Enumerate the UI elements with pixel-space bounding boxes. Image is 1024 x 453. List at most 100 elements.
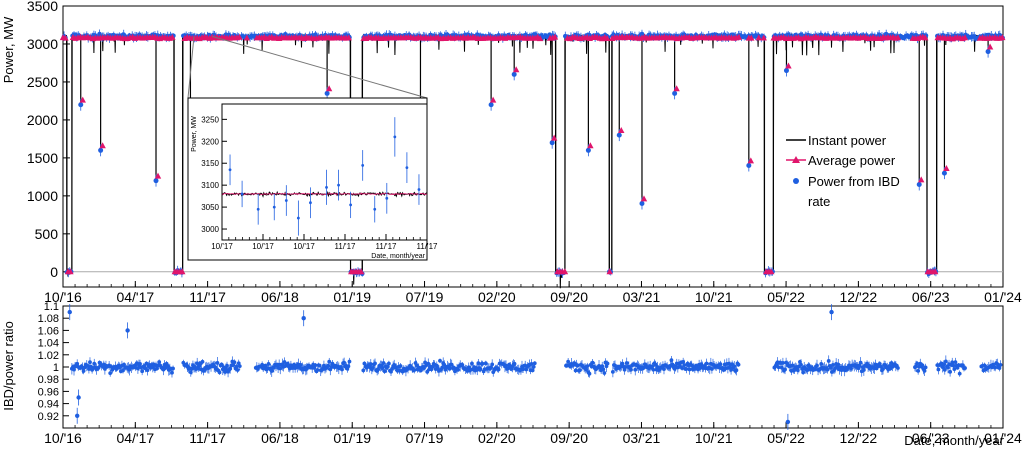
- inset-xtick-label-1: 10/'17: [252, 242, 274, 251]
- inset-ibd-point-5: [296, 216, 300, 220]
- legend-instant-label: Instant power: [808, 133, 887, 148]
- average-dip-marker-14: [785, 62, 792, 69]
- ratio-point-577: [790, 363, 795, 368]
- ratio-ytick-label-3: 0.98: [38, 374, 59, 386]
- inset-ytick-label-1: 3050: [201, 203, 219, 212]
- ratio-point-414: [577, 368, 582, 373]
- inset-background: [187, 97, 428, 261]
- ratio-xtick-label-5: 07/'19: [406, 430, 444, 446]
- ratio-point-250: [373, 361, 377, 366]
- ratio-point-591: [805, 368, 810, 373]
- power-ytick-label-5: 2500: [27, 74, 58, 90]
- average-power-marker-115: [345, 34, 352, 41]
- ratio-outlier-point-0: [67, 309, 72, 315]
- ratio-point-147: [235, 368, 240, 372]
- ratio-point-300: [426, 361, 431, 366]
- inset-ibd-point-12: [385, 196, 389, 200]
- average-power-marker-192: [536, 35, 544, 42]
- ratio-point-299: [425, 369, 430, 374]
- inset-ibd-point-11: [373, 207, 377, 211]
- power-ytick-label-2: 1000: [27, 188, 58, 204]
- ratio-ytick-label-0: 0.92: [38, 411, 59, 423]
- ratio-point-458: [629, 367, 633, 372]
- ibd-dip-point-7: [511, 71, 517, 77]
- ratio-ytick-label-7: 1.06: [38, 325, 59, 337]
- zoom-connector-right: [211, 35, 428, 99]
- average-power-marker-272: [735, 33, 743, 40]
- inset-ytick-label-3: 3150: [201, 159, 219, 168]
- ratio-point-192: [298, 362, 303, 367]
- inset-ibd-point-10: [361, 164, 365, 167]
- ratio-point-403: [566, 359, 571, 364]
- ratio-outlier-point-5: [829, 309, 834, 315]
- ratio-outlier-point-1: [74, 413, 80, 418]
- ratio-point-263: [386, 361, 391, 366]
- ratio-point-570: [783, 367, 787, 372]
- ratio-point-700: [948, 369, 953, 374]
- ratio-point-287: [412, 368, 417, 372]
- ratio-point-144: [232, 360, 237, 365]
- inset-xtick-label-5: 11/'17: [417, 242, 439, 251]
- ratio-point-400: [532, 361, 537, 366]
- ratio-point-109: [195, 361, 200, 366]
- ibd-dip-point-1: [98, 147, 104, 153]
- power-ytick-label-3: 1500: [27, 150, 58, 166]
- ratio-xtick-label-13: 01/'24: [984, 430, 1022, 446]
- inset-ibd-point-8: [337, 183, 340, 187]
- ratio-xtick-label-3: 06/'18: [261, 430, 299, 446]
- inset-ibd-point-14: [405, 166, 409, 170]
- ratio-point-366: [496, 367, 501, 372]
- ratio-point-389: [521, 367, 525, 372]
- ratio-point-479: [651, 367, 656, 372]
- ratio-outlier-point-3: [301, 316, 306, 321]
- ratio-point-130: [217, 370, 222, 375]
- power-xtick-label-1: 04/'17: [116, 289, 154, 305]
- ratio-point-219: [327, 359, 332, 364]
- ibd-dip-point-8: [549, 140, 555, 146]
- ratio-point-206: [313, 363, 318, 368]
- ratio-xtick-label-2: 11/'17: [189, 430, 226, 446]
- average-power-marker-44: [169, 33, 176, 40]
- power-xtick-label-8: 03/'21: [623, 289, 661, 305]
- ibd-dip-point-12: [672, 90, 678, 96]
- inset-zoom-plot: 3000 3050 3100 3150 3200 3250 10/'17 10/'17 10/'…: [187, 97, 439, 261]
- inset-ibd-point-13: [393, 135, 397, 139]
- average-dip-marker-9: [587, 142, 594, 149]
- average-dip-marker-17: [986, 43, 994, 50]
- ratio-point-17: [88, 360, 92, 365]
- power-xtick-label-9: 10/'21: [695, 289, 733, 305]
- inset-ytick-label-0: 3000: [201, 225, 219, 234]
- ratio-point-114: [200, 359, 205, 364]
- ratio-point-426: [590, 360, 595, 365]
- ibd-dip-point-4: [324, 90, 330, 96]
- ratio-point-311: [438, 358, 442, 363]
- power-xtick-label-13: 01/'24: [984, 289, 1022, 305]
- legend-ibd-label-line1: Power from IBD: [808, 174, 900, 189]
- inset-x-axis-label: Date, month/year: [371, 253, 425, 260]
- ratio-point-555: [732, 364, 737, 369]
- ratio-ytick-label-8: 1.08: [38, 313, 59, 325]
- ratio-point-714: [963, 366, 967, 370]
- inset-ibd-point-3: [272, 205, 276, 209]
- ratio-xtick-label-0: 10/'16: [44, 430, 82, 446]
- power-plot: 0 500 1000 1500 2000 2500 3000 3500 10/'16 04/'17…: [27, 0, 1022, 305]
- average-dip-marker-2: [154, 172, 162, 179]
- average-dip-marker-13: [747, 157, 755, 164]
- inset-ibd-point-7: [325, 185, 328, 189]
- ratio-point-423: [587, 371, 592, 376]
- ratio-point-239: [361, 368, 366, 373]
- ratio-point-95: [171, 366, 175, 371]
- inset-ibd-point-9: [349, 203, 353, 207]
- inset-ibd-point-15: [417, 188, 421, 191]
- top-y-axis-label: Power, MW: [1, 16, 16, 83]
- average-dip-marker-0: [79, 96, 86, 103]
- average-dip-marker-15: [918, 176, 925, 183]
- average-power-marker-378: [999, 34, 1006, 41]
- ratio-point-237: [346, 364, 351, 369]
- power-xtick-label-4: 01/'19: [333, 289, 371, 305]
- ratio-ytick-label-6: 1.04: [38, 338, 59, 350]
- ratio-point-610: [825, 367, 830, 372]
- power-xtick-label-2: 11/'17: [189, 289, 226, 305]
- inset-xtick-label-3: 11/'17: [335, 242, 357, 251]
